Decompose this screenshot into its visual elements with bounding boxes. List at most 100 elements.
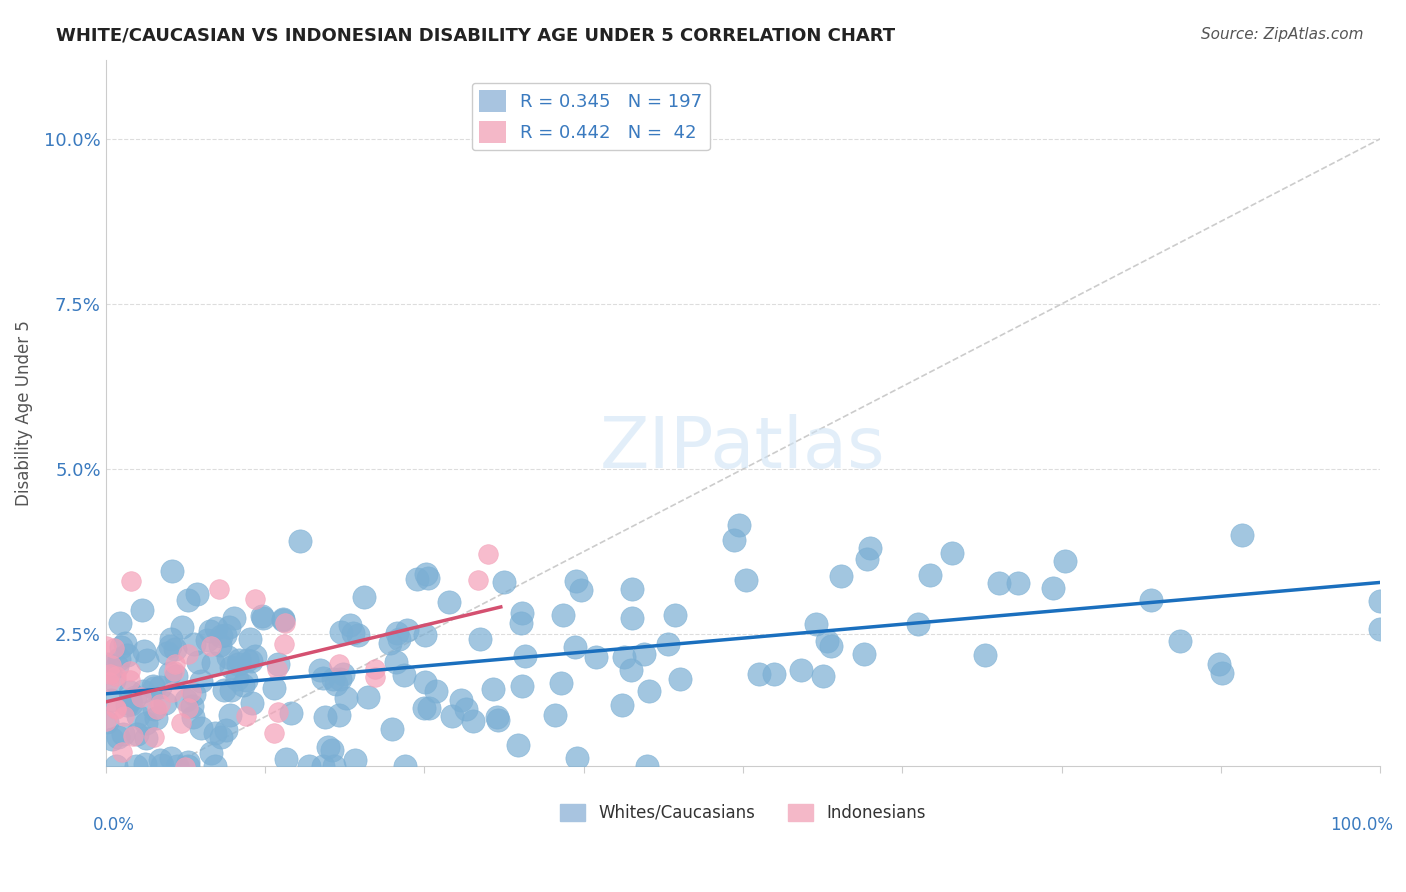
Point [186,587,208,601]
Point [405,572,427,586]
Point [183,687,205,701]
Point [669,672,692,686]
Y-axis label: Disability Age Under 5: Disability Age Under 5 [15,320,32,506]
Point [204,621,226,635]
Point [226,672,249,686]
Point [160,564,183,578]
Point [115,698,138,713]
Point [145,711,167,725]
Point [165,669,187,683]
Point [142,702,165,716]
Point [155,696,177,710]
Point [118,673,141,688]
Point [132,644,155,658]
Point [328,657,350,672]
Point [160,632,183,646]
Point [180,685,202,699]
Point [166,759,188,773]
Point [328,708,350,723]
Point [235,673,257,687]
Legend: Whites/Caucasians, Indonesians: Whites/Caucasians, Indonesians [553,797,932,829]
Point [918,568,941,582]
Point [201,656,224,670]
Point [620,582,643,597]
Point [314,709,336,723]
Point [228,653,250,667]
Point [104,702,127,716]
Point [149,753,172,767]
Point [177,759,200,773]
Point [96,714,118,729]
Point [240,654,263,668]
Point [143,681,166,695]
Point [481,681,503,696]
Point [585,650,607,665]
Point [342,626,364,640]
Point [195,633,218,648]
Point [485,710,508,724]
Point [219,683,242,698]
Point [219,708,242,723]
Point [142,679,165,693]
Point [96,639,118,653]
Point [219,660,242,674]
Point [467,573,489,587]
Point [120,693,142,707]
Point [267,657,290,671]
Point [100,693,122,707]
Point [329,673,352,687]
Point [129,690,152,704]
Point [122,729,145,743]
Point [108,651,131,665]
Point [135,731,157,745]
Point [316,740,339,755]
Point [613,649,636,664]
Point [235,708,257,723]
Point [763,666,786,681]
Point [1369,623,1392,637]
Point [512,606,534,620]
Point [450,693,472,707]
Point [657,637,679,651]
Point [105,701,128,715]
Point [664,608,686,623]
Point [610,698,633,713]
Point [181,709,204,723]
Point [346,627,368,641]
Point [735,574,758,588]
Point [204,725,226,739]
Point [217,649,239,664]
Point [110,640,132,655]
Point [132,683,155,698]
Point [413,701,436,715]
Point [200,639,222,653]
Point [98,667,121,681]
Point [856,552,879,566]
Point [322,672,344,686]
Point [1208,657,1230,672]
Point [266,662,288,676]
Point [941,546,963,560]
Point [508,738,530,752]
Point [100,658,122,673]
Point [170,620,193,634]
Point [492,574,515,589]
Point [551,607,574,622]
Point [806,616,828,631]
Point [311,759,333,773]
Point [468,632,491,646]
Point [543,707,565,722]
Point [96,714,118,728]
Point [190,673,212,688]
Point [364,670,387,684]
Point [245,592,267,607]
Point [274,615,297,630]
Point [323,759,346,773]
Point [252,611,274,625]
Point [364,661,387,675]
Point [143,731,166,745]
Point [214,628,236,642]
Point [1140,592,1163,607]
Point [110,616,132,631]
Point [988,576,1011,591]
